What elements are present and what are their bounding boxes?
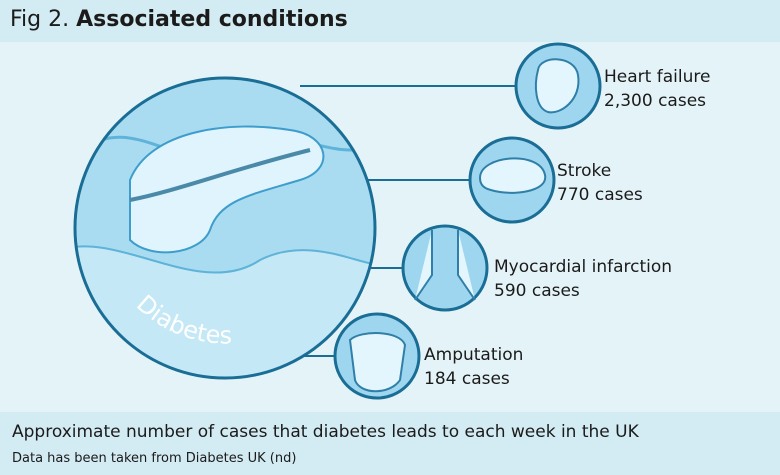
artery-icon [401,224,489,312]
condition-name: Myocardial infarction [494,257,672,277]
condition-name: Amputation [424,345,523,365]
condition-cases: 590 cases [494,281,580,301]
condition-cases: 184 cases [424,369,510,389]
condition-labels: Heart failure 2,300 cases Stroke 770 cas… [424,67,710,389]
condition-cases: 770 cases [557,185,643,205]
condition-cases: 2,300 cases [604,91,706,111]
source: Data has been taken from Diabetes UK (nd… [12,451,296,466]
title: Associated conditions [76,7,348,32]
figure-label: Fig 2. [10,7,69,32]
icon-details [348,58,580,393]
condition-name: Heart failure [604,67,710,87]
condition-name: Stroke [557,161,611,181]
caption: Approximate number of cases that diabete… [12,422,640,442]
diabetes-circle-outline [73,76,377,380]
figure-title: Fig 2. Associated conditions [10,7,348,32]
